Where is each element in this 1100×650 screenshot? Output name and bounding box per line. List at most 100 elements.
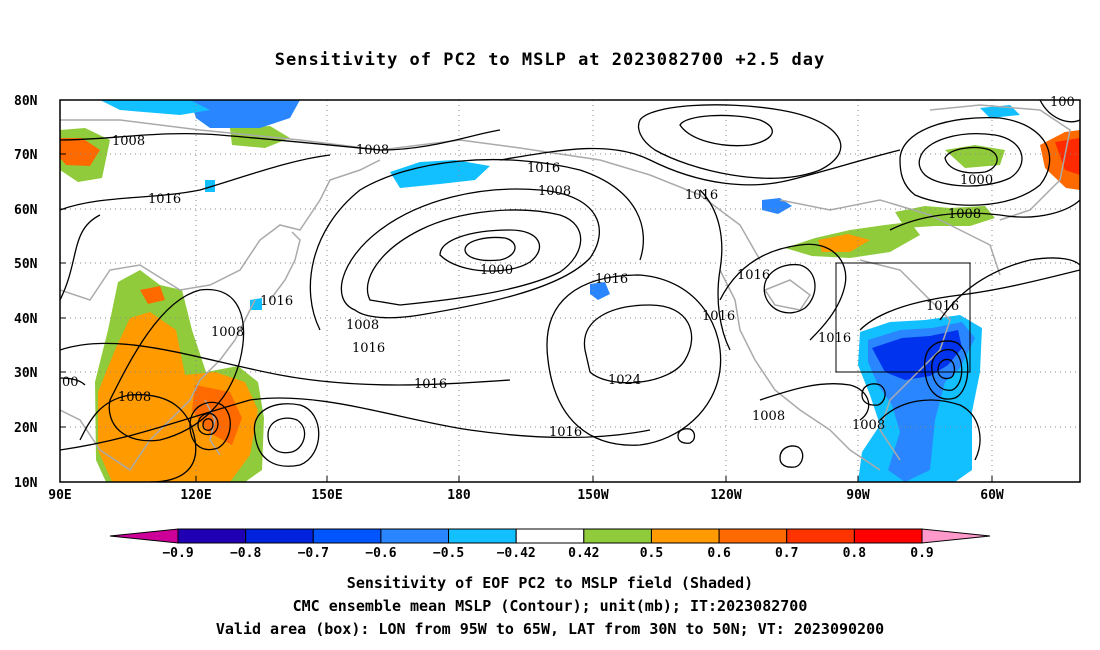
contour-greenland-low-2 [918,133,1023,187]
shade-arctic-blue-3 [762,198,792,214]
contour-1008-nam-south [759,383,870,421]
lat-label-60n: 60N [14,203,38,218]
contour-1016-namerica [719,243,847,341]
lon-label-120w: 120W [710,488,741,503]
lon-label-60w: 60W [980,488,1004,503]
colorbar-tick-label: −0.5 [433,546,464,561]
footer-line-2: CMC ensemble mean MSLP (Contour); unit(m… [292,597,808,615]
colorbar-max-triangle [921,528,991,544]
lat-label-30n: 30N [14,366,38,381]
contour-arctic-high-2 [679,114,773,147]
shade-arctic-blue-5 [205,180,215,192]
colorbar-tick-label: −0.8 [230,546,261,561]
contour-1016-arctic-east [499,147,901,186]
lon-label-90w: 90W [846,488,870,503]
contour-1016-subtrop [60,342,511,386]
contour-1016-high-outer [546,274,722,446]
colorbar-box [312,528,382,544]
lon-label-90e: 90E [48,488,71,503]
clabel: 1016 [148,192,181,207]
colorbar-box [650,528,720,544]
contour-wpac-low-2 [253,403,320,467]
contour-wpac-low [267,417,306,454]
axis-ticks [60,99,993,483]
contour-hurricane-1 [937,358,956,380]
shade-arctic-blue-1 [190,100,300,128]
contour-left-edge-1 [60,377,86,386]
contour-1016-arctic [60,154,331,211]
clabel: 1008 [752,409,785,424]
clabel: 1000 [960,173,993,188]
clabel: 1016 [737,268,770,283]
contour-1008-arctic [60,129,501,151]
shade-east-asia-dorange2 [140,286,165,304]
clabel: 1008 [852,418,885,433]
lon-label-150e: 150E [311,488,342,503]
clabel: 1008 [356,143,389,158]
shade-greenland-green [945,145,1005,168]
sensitivity-shading [60,100,1080,482]
shade-japan-blue [250,298,262,310]
clabel: 1016 [685,188,718,203]
coastlines [60,104,1071,472]
clabel: 1016 [414,377,447,392]
shade-arctic-blue-1-light [100,100,210,115]
lat-label-10n: 10N [14,476,38,491]
colorbar-tick-label: 0.9 [910,546,933,561]
contour-1008-asia [108,288,245,442]
clabel: 1016 [527,161,560,176]
lon-label-150w: 150W [577,488,608,503]
colorbar-tick-label: 0.6 [707,546,731,561]
lon-label-120e: 120E [180,488,211,503]
clabel: 1016 [352,341,385,356]
contour-1016-namerica-2 [699,189,731,351]
coast-greenland [929,104,1071,221]
contour-typhoon-3 [189,401,231,451]
colorbar-box [853,528,923,544]
contour-right-edge [1039,100,1080,123]
clabel: 1008 [538,184,571,199]
clabel: 1016 [595,272,628,287]
contour-pac-small-low [677,428,696,444]
shade-arctic-left-orange [60,138,100,166]
lat-label-80n: 80N [14,94,38,109]
colorbar-labels: −0.9 −0.8 −0.7 −0.6 −0.5 −0.42 0.42 0.5 0.6 0.7 0.… [162,546,933,561]
colorbar-box [515,528,585,544]
colorbar-box [448,528,517,544]
contour-greenland-low-3 [944,147,998,174]
contour-1008-east-us [879,399,981,461]
clabel: 100 [1050,95,1075,110]
colorbar-box [380,528,450,544]
colorbar-box [583,528,652,544]
coast-canada [779,199,1001,276]
shade-arctic-top-green [230,126,290,148]
map-title: Sensitivity of PC2 to MSLP at 2023082700… [274,50,826,70]
contour-1008-left [60,214,101,301]
colorbar-box [718,528,788,544]
coast-asia-south [60,299,256,472]
contour-1016-south [60,397,651,451]
colorbar-tick-label: 0.5 [640,546,663,561]
clabel: 1008 [346,318,379,333]
contour-canada-low [763,263,816,314]
clabel: 1008 [948,207,981,222]
clabel: 1016 [549,425,582,440]
clabel: 1016 [260,294,293,309]
contour-1016-atlantic [939,257,1080,321]
contour-gulf-low [861,383,886,406]
colorbar-tick-label: 0.8 [843,546,867,561]
contour-arctic-high-1 [637,104,842,179]
coast-philippines [204,399,221,456]
colorbar-box [245,528,314,544]
contour-aleutian-low-1 [340,188,600,319]
coast-arctic [60,119,761,261]
colorbar-tick-label: −0.42 [497,546,536,561]
lat-label-50n: 50N [14,257,38,272]
clabel: 1000 [480,263,513,278]
contour-mexico-low [779,445,804,468]
contour-1008-asia-2 [79,394,197,482]
shade-pacific-blue-1 [590,282,610,300]
colorbar-min-triangle [109,528,179,544]
contour-1008-greenland-south [889,199,1080,231]
contour-aleutian-low-4 [464,236,516,262]
